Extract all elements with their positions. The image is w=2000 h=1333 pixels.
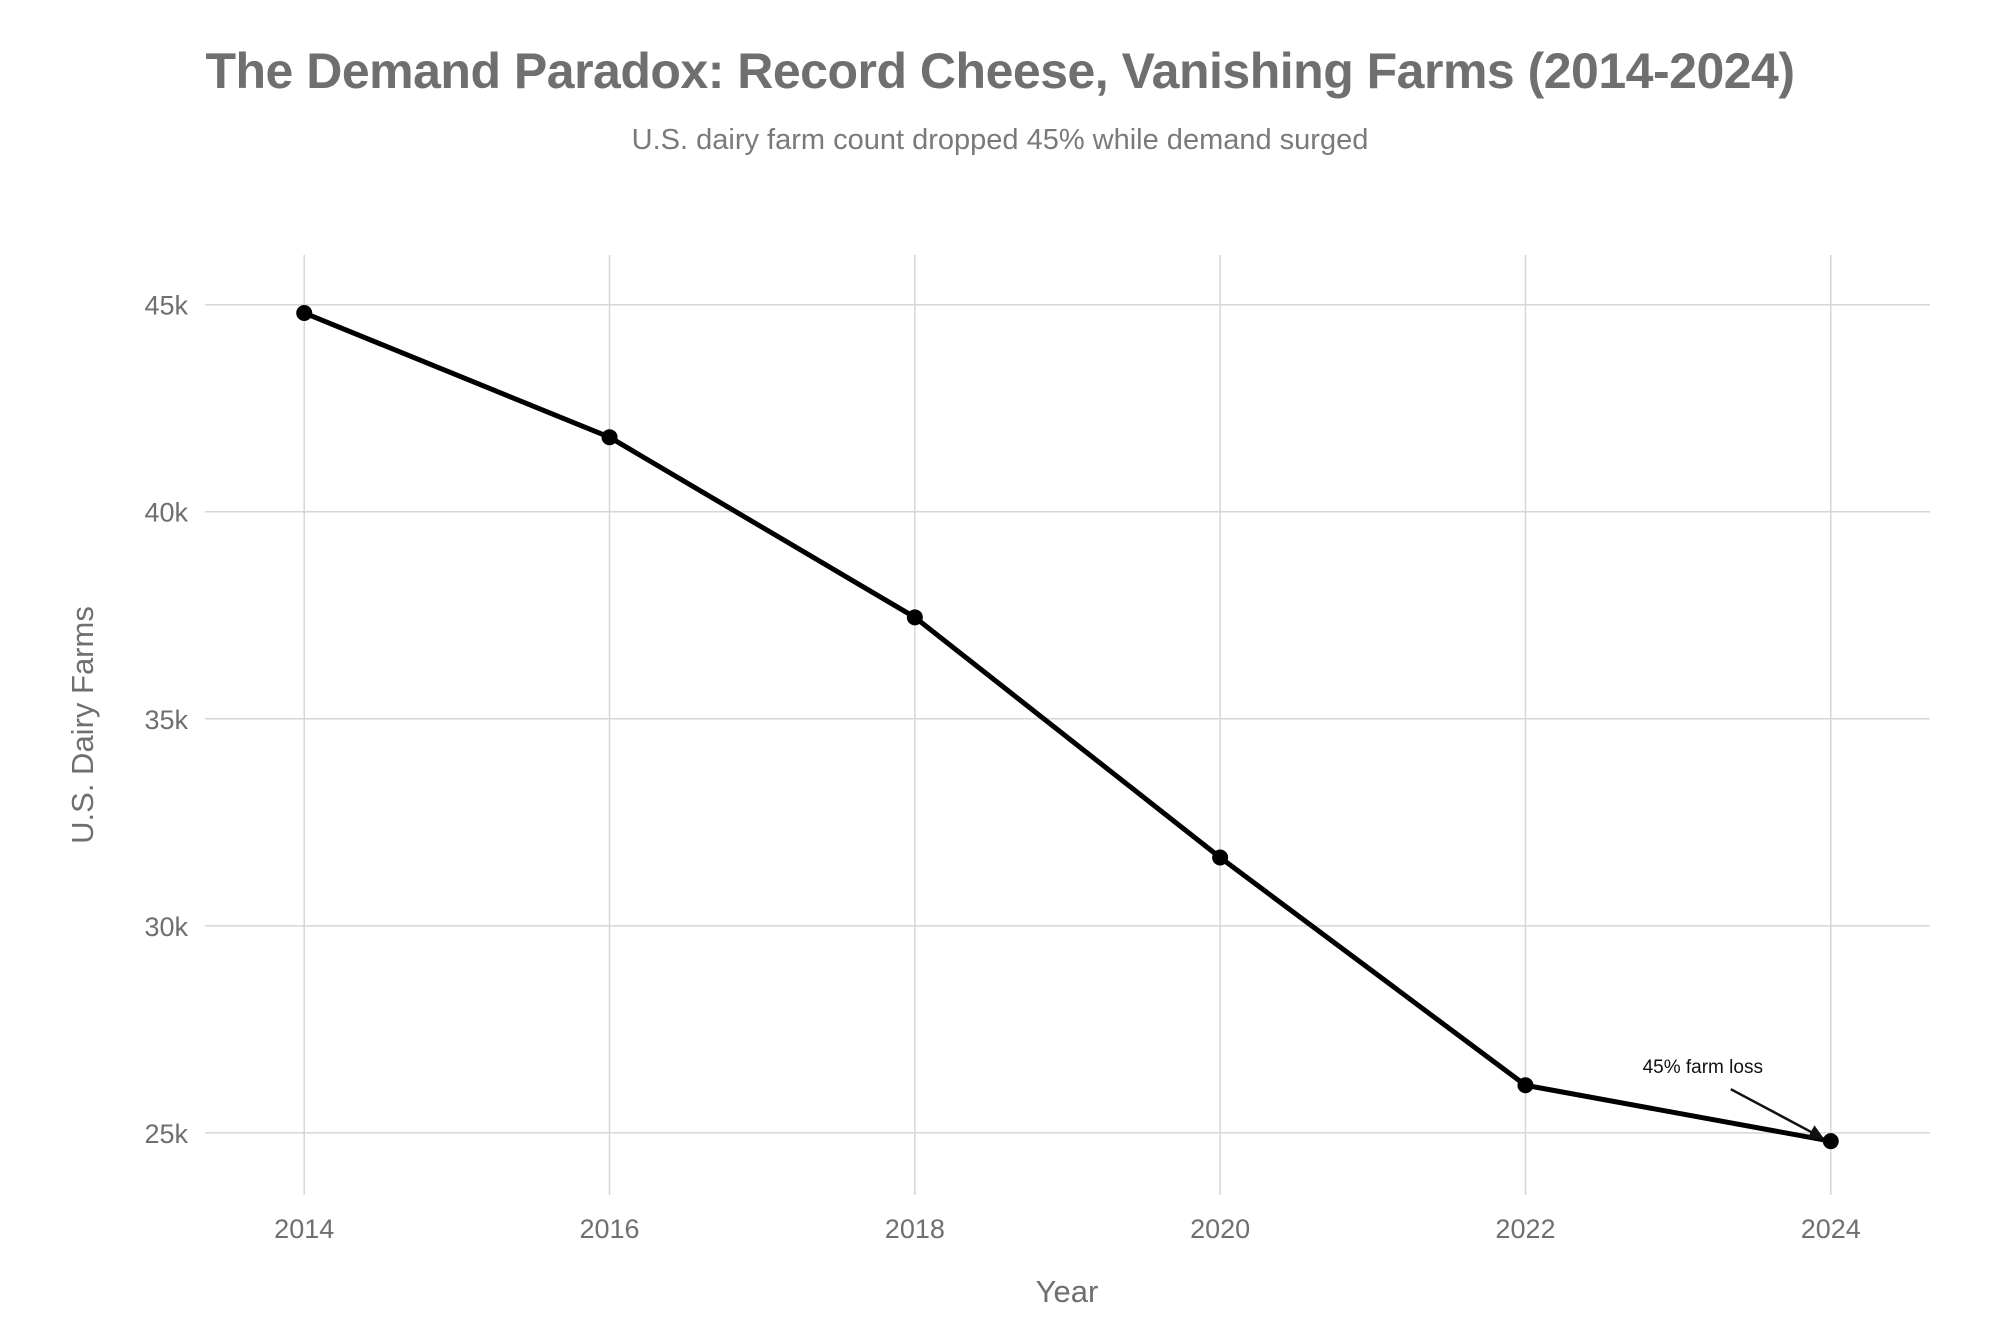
data-point [1517, 1077, 1534, 1094]
y-tick-label: 40k [144, 498, 188, 528]
y-tick-label: 25k [144, 1119, 188, 1149]
x-tick-label: 2016 [579, 1214, 639, 1244]
data-point [906, 609, 923, 626]
chart-title: The Demand Paradox: Record Cheese, Vanis… [205, 43, 1795, 99]
data-point [601, 429, 618, 446]
data-point [1822, 1133, 1839, 1150]
x-tick-label: 2024 [1801, 1214, 1861, 1244]
chart-subtitle: U.S. dairy farm count dropped 45% while … [631, 124, 1369, 156]
y-tick-label: 45k [144, 291, 188, 321]
x-tick-label: 2014 [274, 1214, 334, 1244]
x-tick-label: 2022 [1495, 1214, 1555, 1244]
data-point [296, 304, 313, 321]
x-tick-label: 2018 [885, 1214, 945, 1244]
x-axis-title: Year [1036, 1274, 1099, 1309]
series-line [301, 310, 1834, 1144]
x-tick-label: 2020 [1190, 1214, 1250, 1244]
data-point [1212, 849, 1229, 866]
y-tick-label: 35k [144, 705, 188, 735]
annotation-label: 45% farm loss [1643, 1057, 1763, 1078]
annotation-arrow [1730, 1088, 1825, 1140]
y-axis-title: U.S. Dairy Farms [65, 606, 100, 844]
y-tick-label: 30k [144, 912, 188, 942]
